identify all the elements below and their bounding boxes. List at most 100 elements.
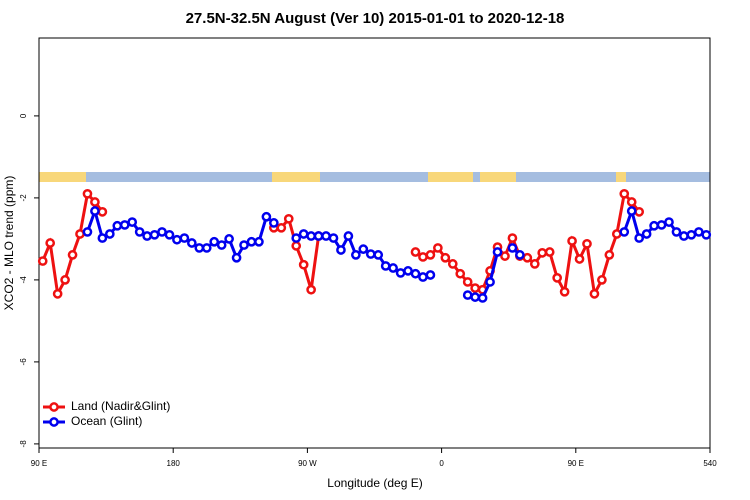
data-point [418,272,428,282]
data-point [313,231,324,241]
x-tick-label: 90 W [298,459,317,468]
data-point [626,206,637,216]
data-point [589,288,600,299]
y-axis-label: XCO2 - MLO trend (ppm) [2,176,16,311]
y-tick-label: -6 [19,358,28,366]
data-point [671,227,682,237]
plot-frame [38,37,711,449]
data-point [90,206,100,216]
y-tick-label: -2 [19,194,28,202]
data-point [619,188,630,199]
data-point [567,236,577,246]
data-point [172,234,182,245]
data-point [611,229,622,239]
y-tick-label: -4 [19,276,28,284]
data-point [119,220,130,230]
data-point [425,250,436,260]
data-point [641,229,652,239]
data-point [104,229,115,239]
data-point [447,259,458,269]
data-point [231,252,242,263]
data-point [194,243,205,253]
data-point [380,261,391,271]
data-point [492,247,503,257]
data-point [574,254,585,264]
data-point [388,263,398,273]
data-point [201,243,212,253]
data-point [336,245,346,255]
data-point [328,233,339,243]
x-axis-label: Longitude (deg E) [327,476,422,490]
legend-label: Ocean (Glint) [71,414,142,428]
data-point [433,243,443,253]
data-point [298,259,309,270]
data-point [462,290,473,300]
data-point [291,233,302,243]
data-point [559,286,570,297]
data-point [619,227,630,237]
data-point [604,250,615,260]
data-point [552,273,563,283]
data-point [75,229,85,239]
data-point [142,231,152,241]
data-point [179,233,190,243]
series-line [41,190,641,299]
data-point [45,238,56,248]
data-point [37,256,48,266]
data-point [67,250,78,260]
data-point [425,270,436,280]
data-point [134,227,145,237]
legend: Land (Nadir&Glint)Ocean (Glint) [43,399,170,428]
x-tick-label: 180 [167,459,181,468]
data-point [477,293,488,303]
y-tick-label: 0 [19,113,28,118]
data-point [440,252,451,263]
data-point [529,259,540,269]
data-point [470,283,480,293]
data-point [216,240,227,250]
data-point [112,220,123,231]
data-point [656,220,667,230]
data-point [470,292,480,302]
data-point [97,206,108,217]
data-point [455,268,466,279]
data-point [485,277,495,287]
data-point [507,243,518,253]
data-point [276,222,287,233]
data-point [52,288,63,299]
data-point [127,217,138,227]
chart-title: 27.5N-32.5N August (Ver 10) 2015-01-01 t… [186,10,565,27]
data-point [358,244,369,254]
data-point [686,229,697,240]
data-point [522,252,533,263]
x-tick-label: 540 [703,459,717,468]
data-point [679,231,689,241]
data-point [693,227,704,237]
data-point [597,275,607,285]
data-point [90,197,100,207]
legend-swatch [49,417,59,427]
data-point [410,268,421,279]
data-point [97,233,108,243]
data-point [306,284,316,295]
land-ocean-strip [39,172,710,182]
data-point [186,238,197,248]
data-point [306,231,316,241]
data-point [515,250,525,260]
data-point [403,266,413,276]
x-tick-label: 90 E [31,459,47,468]
x-tick-label: 0 [439,459,444,468]
data-point [149,229,160,240]
data-point [224,234,234,244]
data-point [365,249,376,259]
data-point [418,252,428,262]
legend-label: Land (Nadir&Glint) [71,399,170,413]
data-point [701,229,712,240]
data-point [462,277,473,287]
data-point [254,236,264,247]
data-point [395,268,406,278]
data-point [283,213,294,224]
data-point [634,233,645,243]
data-point [82,227,93,237]
